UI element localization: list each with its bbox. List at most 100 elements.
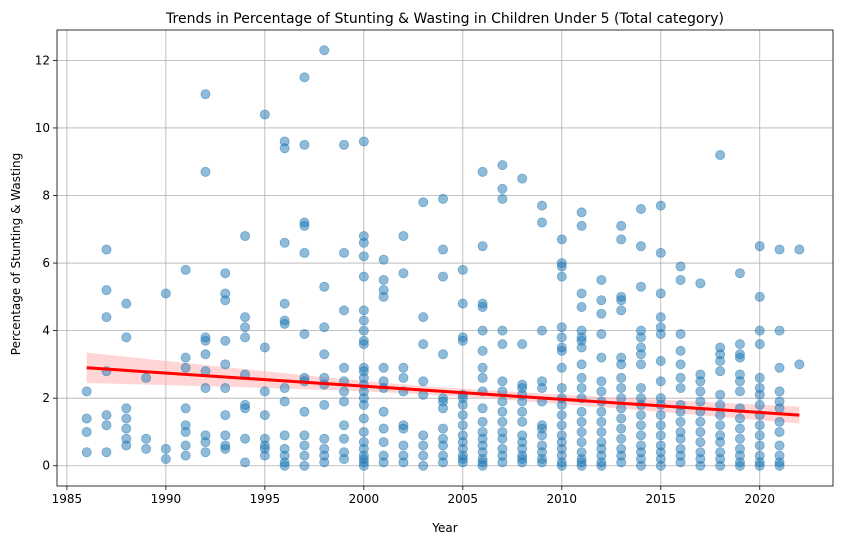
data-point	[754, 291, 765, 302]
data-point	[358, 251, 369, 262]
data-point	[556, 271, 567, 282]
data-point	[339, 396, 350, 407]
data-point	[517, 173, 528, 184]
data-point	[200, 447, 211, 458]
data-point	[576, 460, 587, 471]
data-point	[556, 410, 567, 421]
data-point	[596, 406, 607, 417]
data-point	[319, 349, 330, 360]
data-point	[358, 399, 369, 410]
data-point	[101, 312, 112, 323]
data-point	[556, 460, 567, 471]
data-point	[358, 315, 369, 326]
data-point	[537, 200, 548, 211]
x-tick-label: 2015	[646, 492, 677, 506]
x-tick-label: 1990	[151, 492, 182, 506]
data-point	[774, 460, 785, 471]
data-point	[438, 403, 449, 414]
data-point	[477, 362, 488, 373]
data-point	[576, 416, 587, 427]
data-point	[635, 204, 646, 215]
x-tick-label: 2010	[547, 492, 578, 506]
x-tick-label: 2000	[349, 492, 380, 506]
data-point	[299, 450, 310, 461]
data-point	[616, 423, 627, 434]
regression-line-group	[86, 366, 800, 417]
data-point	[774, 386, 785, 397]
data-point	[556, 234, 567, 245]
data-point	[675, 416, 686, 427]
y-axis-label: Percentage of Stunting & Wasting	[9, 153, 23, 355]
data-point	[358, 413, 369, 424]
data-point	[576, 342, 587, 353]
data-point	[497, 396, 508, 407]
data-point	[259, 109, 270, 120]
data-point	[596, 386, 607, 397]
data-point	[259, 450, 270, 461]
data-point	[655, 356, 666, 367]
data-point	[358, 339, 369, 350]
data-point	[81, 413, 92, 424]
data-point	[438, 349, 449, 360]
data-point	[279, 383, 290, 394]
data-point	[378, 362, 389, 373]
x-tick-label: 2020	[744, 492, 775, 506]
data-point	[358, 237, 369, 248]
data-point	[754, 339, 765, 350]
data-point	[279, 318, 290, 329]
data-point	[240, 433, 251, 444]
data-point	[457, 399, 468, 410]
data-point	[576, 426, 587, 437]
data-point	[339, 453, 350, 464]
data-point	[299, 406, 310, 417]
data-point	[477, 345, 488, 356]
data-point	[675, 372, 686, 383]
data-point	[675, 274, 686, 285]
data-point	[477, 460, 488, 471]
data-point	[695, 426, 706, 437]
data-point	[438, 457, 449, 468]
data-point	[477, 372, 488, 383]
data-point	[497, 193, 508, 204]
axes: 1985 1990 1995 2000 2005 2010 2015 2020 0 2 4 6 8 10 1…	[35, 29, 834, 506]
data-point	[319, 457, 330, 468]
data-point	[299, 328, 310, 339]
chart-title: Trends in Percentage of Stunting & Wasti…	[165, 11, 724, 27]
data-point	[200, 89, 211, 100]
data-point	[279, 298, 290, 309]
data-point	[715, 437, 726, 448]
data-point	[180, 264, 191, 275]
data-point	[734, 339, 745, 350]
data-point	[180, 450, 191, 461]
data-point	[497, 339, 508, 350]
data-point	[734, 423, 745, 434]
data-point	[418, 450, 429, 461]
data-point	[774, 362, 785, 373]
data-point	[299, 247, 310, 258]
data-point	[774, 416, 785, 427]
data-point	[596, 460, 607, 471]
data-point	[616, 305, 627, 316]
data-point	[378, 457, 389, 468]
data-point	[339, 420, 350, 431]
data-point	[220, 430, 231, 441]
data-point	[616, 234, 627, 245]
data-point	[497, 416, 508, 427]
data-point	[675, 261, 686, 272]
data-point	[457, 264, 468, 275]
data-point	[160, 443, 171, 454]
data-point	[537, 383, 548, 394]
data-point	[438, 423, 449, 434]
data-point	[715, 420, 726, 431]
data-point	[457, 298, 468, 309]
data-point	[616, 359, 627, 370]
data-point	[616, 413, 627, 424]
data-point	[715, 410, 726, 421]
data-point	[121, 332, 132, 343]
data-point	[635, 420, 646, 431]
data-point	[240, 231, 251, 242]
data-point	[754, 399, 765, 410]
y-tick-label: 6	[42, 256, 50, 270]
regression-line	[86, 366, 800, 417]
data-point	[655, 312, 666, 323]
